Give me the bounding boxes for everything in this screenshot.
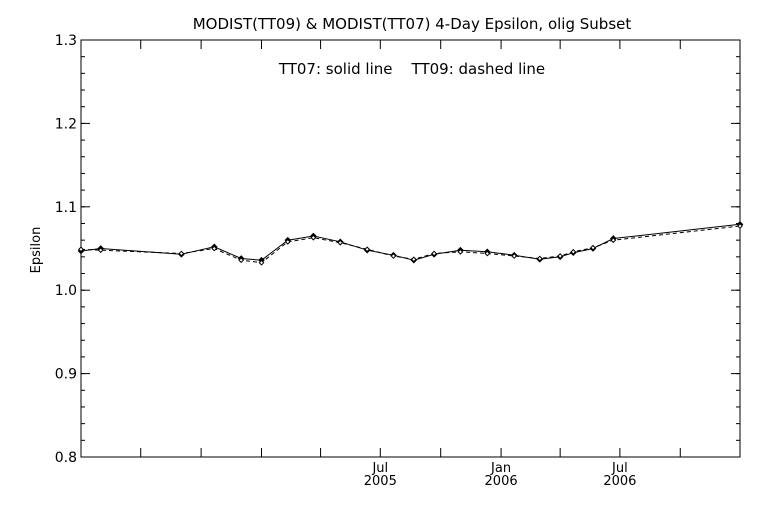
data-point-tt09	[431, 250, 438, 257]
plot-frame	[80, 39, 741, 458]
x-tick-year: 2006	[485, 474, 518, 489]
data-point-tt09	[457, 248, 464, 255]
y-tick-label: 1.2	[55, 116, 77, 132]
data-point-tt09	[536, 255, 543, 262]
y-tick-label: 1.0	[55, 283, 77, 299]
data-point-tt09	[258, 259, 265, 266]
data-point-tt09	[78, 246, 84, 253]
series-line-tt07	[80, 223, 741, 261]
x-tick-year: 2005	[364, 474, 397, 489]
y-tick-label: 1.1	[55, 200, 77, 216]
data-point-tt09	[310, 234, 317, 241]
data-point-tt09	[610, 237, 617, 244]
data-point-tt09	[364, 246, 371, 253]
chart-title: MODIST(TT09) & MODIST(TT07) 4-Day Epsilo…	[193, 15, 632, 33]
x-tick-label: Jul	[371, 461, 388, 476]
data-point-tt09	[570, 248, 577, 255]
data-point-tt09	[410, 256, 417, 263]
data-point-tt09	[284, 238, 291, 245]
y-tick-label: 1.3	[55, 33, 77, 49]
x-tick-year: 2006	[603, 474, 636, 489]
y-tick-label: 0.9	[55, 367, 77, 383]
data-point-tt09	[390, 253, 397, 259]
data-point-tt09	[178, 250, 185, 257]
series-layer	[77, 221, 744, 266]
data-point-tt09	[737, 223, 743, 229]
y-axis-label: Epsilon	[29, 227, 44, 274]
x-tick-label: Jan	[490, 461, 511, 476]
data-point-tt09	[97, 247, 104, 254]
data-point-tt09	[238, 257, 245, 264]
data-point-tt09	[511, 253, 518, 259]
chart-annotation: TT07: solid line TT09: dashed line	[278, 60, 545, 78]
data-point-tt09	[590, 244, 596, 251]
y-tick-label: 0.8	[55, 450, 77, 466]
data-point-tt09	[484, 250, 491, 257]
x-tick-label: Jul	[611, 461, 628, 476]
data-point-tt09	[557, 253, 564, 259]
data-point-tt09	[211, 245, 218, 252]
series-line-tt09	[80, 225, 741, 264]
data-point-tt09	[337, 239, 344, 246]
